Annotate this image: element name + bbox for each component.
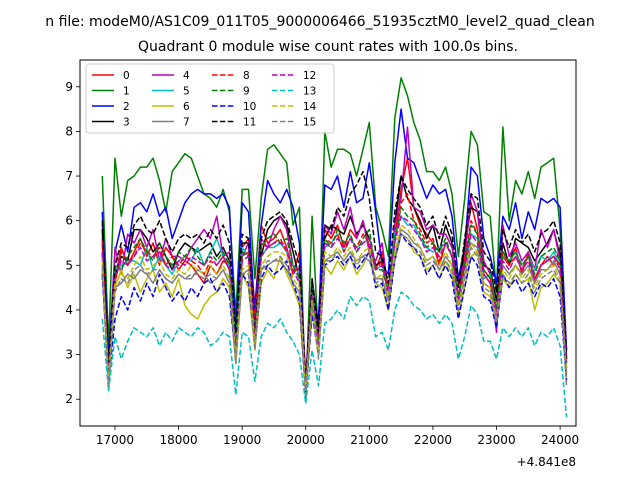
x-tick-label: 23000	[477, 433, 515, 447]
series-line-1	[101, 77, 568, 400]
legend-label-8: 8	[243, 70, 250, 82]
chart-title: Quadrant 0 module wise count rates with …	[138, 39, 518, 55]
legend-label-3: 3	[123, 117, 130, 129]
series-line-15	[101, 233, 568, 396]
legend-box	[85, 63, 335, 134]
y-tick-label: 6	[65, 214, 73, 228]
legend-label-7: 7	[183, 117, 190, 129]
x-axis: 17000 18000 19000 20000 21000 22000 23000 24000	[96, 426, 579, 447]
x-tick-label: 17000	[96, 433, 134, 447]
legend-label-4: 4	[183, 70, 190, 82]
series-line-11	[101, 170, 568, 383]
series-line-14	[101, 224, 568, 392]
series-line-3	[101, 175, 568, 387]
legend-label-2: 2	[123, 101, 130, 113]
legend-label-10: 10	[243, 101, 256, 113]
legend-label-6: 6	[183, 101, 190, 113]
x-tick-label: 22000	[414, 433, 452, 447]
x-tick-label: 24000	[541, 433, 579, 447]
y-tick-label: 2	[65, 392, 73, 406]
axes-frame	[79, 59, 577, 427]
legend-label-11: 11	[243, 117, 256, 129]
legend-label-14: 14	[303, 101, 317, 113]
series-line-2	[101, 108, 568, 392]
series-line-9	[101, 206, 568, 387]
legend-label-9: 9	[243, 86, 250, 98]
x-axis-offset-label: +4.841e8	[517, 455, 576, 469]
y-tick-label: 9	[65, 80, 73, 94]
legend-label-0: 0	[123, 70, 130, 82]
x-tick-label: 20000	[287, 433, 325, 447]
legend-label-13: 13	[303, 86, 316, 98]
y-tick-label: 8	[65, 124, 73, 138]
series-line-10	[101, 233, 568, 396]
figure-suptitle: n file: modeM0/AS1C09_011T05_9000006466_…	[45, 14, 594, 30]
series-layer	[101, 77, 568, 418]
series-line-6	[101, 233, 568, 396]
x-tick-label: 21000	[350, 433, 388, 447]
x-tick-label: 19000	[223, 433, 261, 447]
y-tick-label: 5	[65, 258, 73, 272]
x-tick-label: 18000	[159, 433, 197, 447]
series-line-13	[101, 291, 568, 418]
series-line-12	[101, 215, 568, 392]
y-axis: 2 3 4 5 6 7 8 9	[65, 80, 80, 406]
y-tick-label: 7	[65, 169, 73, 183]
legend-label-12: 12	[303, 70, 316, 82]
y-tick-label: 4	[65, 303, 73, 317]
y-tick-label: 3	[65, 348, 73, 362]
legend-label-15: 15	[303, 117, 316, 129]
legend-label-5: 5	[183, 86, 190, 98]
series-line-4	[101, 126, 568, 383]
legend-label-1: 1	[123, 86, 130, 98]
